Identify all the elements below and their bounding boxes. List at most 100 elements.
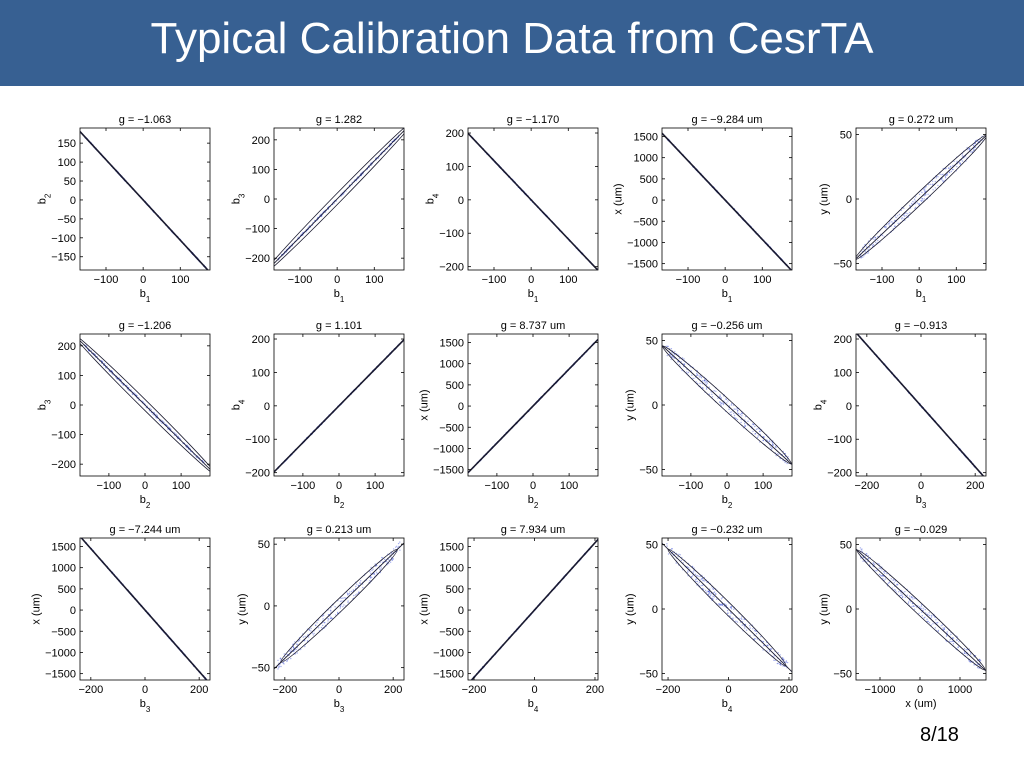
- x-tick-label: 100: [365, 274, 383, 286]
- y-tick-label: 0: [846, 194, 852, 206]
- x-tick-label: −100: [96, 480, 121, 492]
- data-point: [777, 652, 779, 654]
- data-point: [133, 391, 135, 394]
- data-point: [399, 549, 401, 551]
- data-point: [719, 396, 721, 398]
- data-point: [671, 356, 673, 358]
- data-point: [670, 348, 673, 350]
- data-point: [374, 563, 376, 565]
- data-point: [311, 632, 314, 634]
- data-point: [286, 660, 288, 663]
- data-point: [707, 590, 710, 592]
- data-point: [745, 415, 747, 418]
- data-point: [920, 605, 923, 607]
- data-point: [900, 594, 902, 597]
- data-point: [762, 439, 764, 442]
- data-point: [922, 188, 925, 190]
- data-point: [743, 618, 745, 620]
- data-point: [891, 221, 893, 223]
- panel-title: g = 0.213 um: [307, 524, 372, 536]
- data-point: [754, 425, 756, 428]
- data-point: [918, 612, 920, 615]
- fit-line: [856, 334, 985, 476]
- data-point: [695, 374, 698, 377]
- x-axis-label: b1: [528, 288, 539, 304]
- data-point: [702, 584, 704, 586]
- x-tick-label: 0: [336, 480, 342, 492]
- data-point: [964, 652, 966, 654]
- data-point: [348, 592, 350, 595]
- data-point: [906, 594, 908, 596]
- data-point: [730, 606, 732, 609]
- data-point: [122, 384, 124, 386]
- x-tick-label: 0: [916, 274, 922, 286]
- data-point: [293, 647, 295, 649]
- data-point: [941, 174, 943, 176]
- data-point: [950, 165, 952, 168]
- data-point: [296, 643, 298, 646]
- data-point: [721, 596, 724, 599]
- data-point: [885, 226, 887, 228]
- error-ellipse: [274, 128, 404, 270]
- data-point: [735, 408, 737, 410]
- data-point: [330, 617, 332, 619]
- x-axis-label: b2: [528, 494, 539, 510]
- data-point: [948, 171, 951, 173]
- data-point: [678, 553, 680, 555]
- x-tick-label: 0: [724, 480, 730, 492]
- data-point: [707, 590, 709, 592]
- data-point: [950, 641, 952, 643]
- x-tick-label: −100: [678, 480, 703, 492]
- data-point: [885, 227, 887, 229]
- data-point: [901, 217, 903, 219]
- data-point: [924, 608, 926, 611]
- data-point: [866, 246, 868, 248]
- data-point: [936, 622, 938, 624]
- data-point: [712, 598, 714, 600]
- data-point: [899, 594, 901, 597]
- data-point: [369, 577, 372, 579]
- data-point: [695, 580, 697, 583]
- data-point: [310, 630, 312, 632]
- data-point: [296, 643, 298, 645]
- data-point: [952, 637, 955, 639]
- data-point: [360, 580, 362, 582]
- x-tick-label: 0: [531, 684, 537, 696]
- data-point: [691, 374, 693, 376]
- data-point: [303, 640, 306, 642]
- y-tick-label: 200: [446, 128, 464, 140]
- data-point: [873, 563, 876, 565]
- x-tick-label: 100: [559, 274, 577, 286]
- data-point: [973, 149, 975, 151]
- data-point: [709, 588, 711, 590]
- data-point: [371, 576, 373, 579]
- data-point: [778, 663, 781, 665]
- data-point: [927, 614, 929, 616]
- data-point: [734, 417, 736, 419]
- data-point: [697, 374, 699, 377]
- data-point: [705, 384, 708, 386]
- data-point: [763, 436, 765, 438]
- data-point: [710, 594, 712, 596]
- data-point: [727, 612, 729, 614]
- data-point: [740, 421, 742, 424]
- data-point: [355, 585, 357, 588]
- y-tick-label: 0: [264, 601, 270, 613]
- y-tick-label: 50: [840, 539, 852, 551]
- y-tick-label: −1500: [627, 259, 658, 271]
- data-point: [893, 582, 895, 584]
- data-point: [720, 604, 722, 606]
- data-point: [952, 168, 954, 171]
- data-point: [717, 397, 719, 399]
- y-tick-label: −200: [51, 459, 76, 471]
- data-point: [918, 203, 920, 205]
- data-layer: [468, 338, 598, 474]
- data-point: [894, 580, 897, 582]
- y-tick-label: −50: [833, 259, 852, 271]
- data-point: [909, 211, 911, 214]
- data-point: [860, 256, 862, 259]
- data-point: [391, 559, 393, 562]
- data-point: [863, 255, 865, 257]
- data-point: [756, 638, 758, 640]
- data-point: [918, 193, 921, 196]
